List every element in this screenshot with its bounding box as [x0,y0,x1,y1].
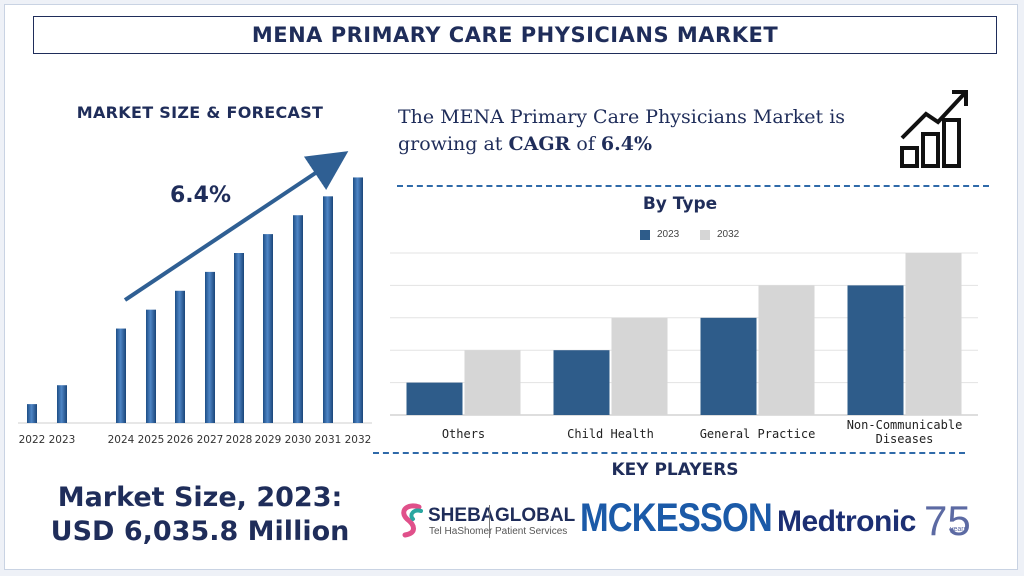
legend-swatch-2023 [640,229,650,240]
forecast-year-2025: 2025 [138,434,165,446]
sheba-divider [489,505,490,538]
sheba-global: GLOBAL [495,505,576,526]
bar-2023-3 [847,285,904,415]
forecast-year-2028: 2028 [226,434,253,446]
sheba-name: SHEBA [428,505,495,526]
forecast-bar-2031 [323,196,333,423]
divider-bottom [373,452,965,454]
forecast-year-2026: 2026 [167,434,194,446]
medtronic-years: years [950,526,968,533]
forecast-bar-2026 [175,290,185,423]
statement-cagr: CAGR [508,133,571,155]
medtronic-75: 75 [924,497,971,544]
title-box: MENA PRIMARY CARE PHYSICIANS MARKET [33,16,997,54]
sheba-logo-mark [401,503,423,538]
market-size-value: USD 6,035.8 Million [50,516,350,547]
forecast-year-2023: 2023 [49,434,76,446]
forecast-bar-2029 [263,234,273,423]
statement-prefix: The MENA Primary Care Physicians Market … [398,106,846,155]
forecast-year-2031: 2031 [315,434,342,446]
forecast-year-2029: 2029 [255,434,282,446]
legend-swatch-2032 [700,229,710,240]
bar-2032-3 [905,253,962,415]
forecast-bar-2032 [353,177,363,423]
divider-top [397,185,989,187]
category-label: Diseases [876,432,934,446]
bar-2023-1 [553,350,610,415]
forecast-year-2024: 2024 [108,434,135,446]
bar-2023-0 [406,382,463,415]
forecast-bar-2027 [205,271,215,423]
key-players-title: KEY PLAYERS [611,460,739,480]
cagr-statement: The MENA Primary Care Physicians Market … [398,104,878,158]
growth-chart-icon [900,90,968,168]
forecast-bar-2024 [116,328,126,423]
forecast-chart: 2022 2023 2024 2025 2026 2027 2028 2029 2030 2031… [18,151,372,446]
forecast-year-2027: 2027 [197,434,224,446]
market-size-label: Market Size, 2023: [57,482,343,513]
bar-2023-2 [700,317,757,415]
page-title: MENA PRIMARY CARE PHYSICIANS MARKET [251,23,779,47]
bar-2032-1 [611,317,668,415]
forecast-bar-2028 [234,253,244,423]
forecast-bar-2025 [146,309,156,423]
legend-2023: 2023 [640,229,679,240]
bytype-title: By Type [642,194,718,214]
statement-value: 6.4% [600,133,653,155]
forecast-title: MARKET SIZE & FORECAST [76,103,324,122]
cagr-label: 6.4% [170,183,232,208]
category-label: Others [442,427,485,441]
category-label: Child Health [567,427,654,441]
mckesson-logo: MCKESSON [580,496,773,540]
legend-label-2032: 2032 [717,229,740,240]
category-label: General Practice [700,427,816,441]
forecast-bar-2030 [293,215,303,423]
category-label: Non-Communicable [847,418,963,432]
sheba-global-sub: Patient Services [495,526,568,537]
bar-2032-0 [464,350,521,415]
forecast-year-2022: 2022 [19,434,46,446]
statement-middle: of [570,133,601,155]
legend-2032: 2032 [700,229,739,240]
trend-arrow [123,151,349,302]
bar-2032-2 [758,285,815,415]
medtronic-logo: Medtronic [777,505,916,538]
bytype-chart: Others Child Health General Practice Non-Co… [390,252,978,446]
forecast-bar-2023 [57,385,67,423]
forecast-year-2032: 2032 [345,434,372,446]
forecast-year-2030: 2030 [285,434,312,446]
legend-label-2023: 2023 [657,229,680,240]
forecast-bar-2022 [27,404,37,423]
sheba-sub: Tel HaShomer [429,526,493,537]
